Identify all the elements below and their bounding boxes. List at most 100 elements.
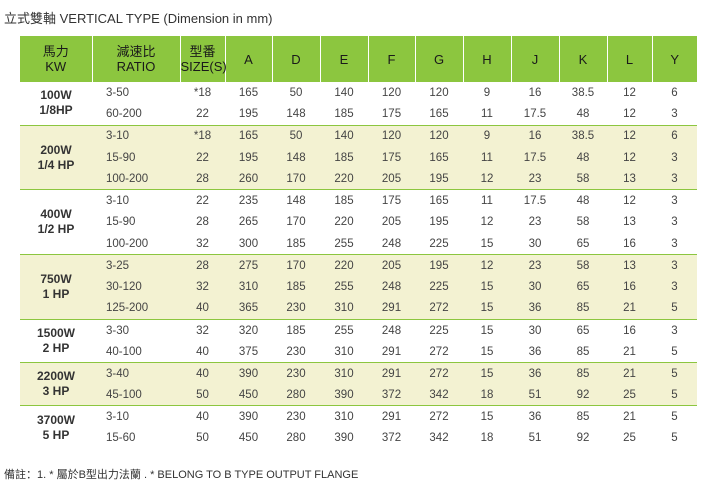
motor-power-cell: 750W 1 HP [20,254,92,320]
header-ratio-line2: RATIO [116,59,156,74]
dim-g-cell: 195 [415,168,463,190]
dim-g-cell: 272 [429,410,449,423]
ratio-cell: 45-100 [92,384,180,406]
motor-hp: 1/8HP [39,103,73,118]
dim-g-cell: 342 [429,432,449,445]
dim-j-cell: 36 [528,410,542,423]
dim-g-cell: 272 [415,362,463,385]
dim-e-cell: 255 [320,276,368,298]
size-cell: 50 [180,384,225,406]
dim-g-cell: 272 [415,297,463,320]
dim-a-cell: 310 [225,276,272,298]
dim-l-cell: 12 [607,146,652,169]
dim-k-cell: 92 [576,432,590,445]
dim-f-cell: 291 [381,410,402,423]
dim-h-cell: 15 [480,324,494,337]
dim-h-cell: 15 [463,362,511,385]
dim-l-cell: 13 [623,216,636,229]
dim-k-cell: 38.5 [571,86,595,99]
dim-e-cell: 255 [334,237,354,250]
dim-l-cell: 25 [623,432,636,445]
ratio-cell: 3-30 [106,324,130,337]
motor-power-cell: 200W 1/4 HP [20,125,92,190]
dim-e-cell: 185 [334,195,354,208]
ratio-cell: 15-60 [106,432,136,445]
dim-g-cell: 272 [429,345,449,358]
dim-e-cell: 310 [334,345,354,358]
dimension-table: 馬力 KW 減速比 RATIO 型番 SIZE(S) A D E F G H J K … [20,36,697,449]
dim-h-cell: 18 [463,384,511,406]
ratio-cell: 3-50 [106,86,130,99]
motor-group: 2200W 3 HP 3-40 40 390 230 310 291 272 15 36 85 21 5 4… [20,362,697,406]
dim-y-cell: 3 [652,146,697,169]
dim-f-cell: 372 [381,432,402,445]
dim-f-cell: 291 [381,345,402,358]
dim-j-cell: 30 [511,276,559,298]
dim-g-cell: 225 [415,276,463,298]
dim-e-cell: 310 [334,410,354,423]
dim-h-cell: 15 [480,410,494,423]
dim-l-cell: 16 [623,237,636,250]
motor-hp: 5 HP [42,427,70,442]
header-size: 型番 SIZE(S) [180,36,227,82]
dim-d-cell: 230 [286,410,306,423]
dim-f-cell: 205 [381,216,402,229]
motor-power-cell: 100W 1/8HP [20,82,92,125]
size-cell: 32 [196,324,209,337]
dim-j-cell: 23 [511,168,559,190]
ratio-cell: 100-200 [92,168,180,190]
dim-k-cell: 65 [576,237,590,250]
dim-e-cell: 220 [320,168,368,190]
dim-g-cell: 120 [429,86,449,99]
dim-g-cell: 195 [429,216,449,229]
dim-k-cell: 85 [559,362,607,385]
dim-j-cell: 17.5 [511,146,559,169]
dim-d-cell: 280 [286,432,306,445]
motor-watts: 200W [40,142,72,157]
table-row: 200W 1/4 HP 3-10 *18 165 50 140 120 120 9 16 38.5 12… [20,125,697,190]
dim-d-cell: 230 [286,345,306,358]
dim-k-cell: 48 [576,108,590,121]
dim-e-cell: 220 [334,216,354,229]
table-row: 100-200 32 300 185 255 248 225 15 30 65 16 3 [20,233,697,255]
dim-d-cell: 148 [286,108,306,121]
size-cell: 22 [180,146,225,169]
motor-watts: 2200W [36,369,76,384]
dim-h-cell: 18 [480,432,494,445]
motor-group: 100W 1/8HP 3-50 *18 165 50 140 120 120 9 16 38.5 12 6… [20,82,697,126]
motor-watts: 750W [40,272,72,287]
dim-l-cell: 21 [623,345,636,358]
header-col-f: F [368,36,416,82]
dim-l-cell: 13 [607,254,652,277]
ratio-cell: 3-10 [106,410,130,423]
ratio-cell: 100-200 [106,237,149,250]
header-motor-line1: 馬力 [42,44,69,59]
dim-y-cell: 6 [652,125,697,147]
dim-e-cell: 310 [320,362,368,385]
dim-j-cell: 30 [528,324,542,337]
motor-hp: 2 HP [42,341,70,356]
dim-d-cell: 148 [272,146,320,169]
table-row: 60-200 22 195 148 185 175 165 11 17.5 48 12 3 [20,104,697,126]
dim-g-cell: 225 [429,237,449,250]
header-motor-line2: KW [45,59,67,74]
dim-g-cell: 120 [415,125,463,147]
dim-k-cell: 85 [576,345,590,358]
dim-k-cell: 58 [576,216,590,229]
motor-group: 750W 1 HP 3-25 28 275 170 220 205 195 12 23 58 13 3 30… [20,254,697,320]
motor-power-cell: 400W 1/2 HP [20,190,92,255]
dim-a-cell: 260 [225,168,272,190]
dim-g-cell: 342 [415,384,463,406]
dim-f-cell: 205 [368,168,415,190]
size-cell: *18 [193,86,212,99]
dim-j-cell: 16 [511,125,559,147]
dim-a-cell: 375 [238,345,259,358]
dim-y-cell: 3 [652,168,697,190]
dim-e-cell: 220 [320,254,368,277]
dim-h-cell: 15 [463,297,511,320]
dim-y-cell: 3 [671,195,678,208]
size-cell: 40 [180,297,225,320]
dim-f-cell: 175 [368,146,415,169]
dim-j-cell: 51 [528,432,542,445]
dim-y-cell: 6 [671,86,678,99]
